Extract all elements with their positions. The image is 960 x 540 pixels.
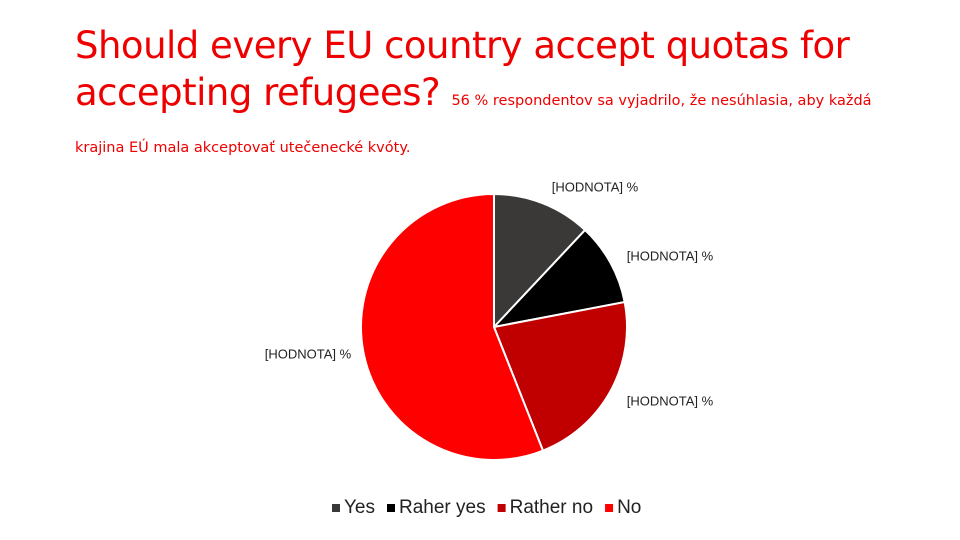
legend-label: No [617,497,641,518]
header: Should every EU country accept quotas fo… [75,22,875,163]
chart-subtitle: 56 % respondentov sa vyjadrilo, že nesúh… [75,93,872,156]
pie-slice [493,192,587,330]
legend-swatch [332,504,340,512]
pie-slice [360,192,545,461]
pie-slice [492,300,628,452]
legend-swatch [497,504,506,512]
legend-label: Yes [344,497,375,518]
legend-swatch [605,504,614,512]
legend-swatch [387,504,395,512]
data-label: [HODNOTA] % [265,346,352,361]
data-label: [HODNOTA] % [627,393,714,408]
legend-label: Raher yes [399,497,486,518]
data-label: [HODNOTA] % [627,248,714,263]
chart-title: Should every EU country accept quotas fo… [75,24,850,114]
legend-label: Rather no [510,497,593,518]
pie-slice [491,228,626,329]
data-label: [HODNOTA] % [552,179,639,194]
